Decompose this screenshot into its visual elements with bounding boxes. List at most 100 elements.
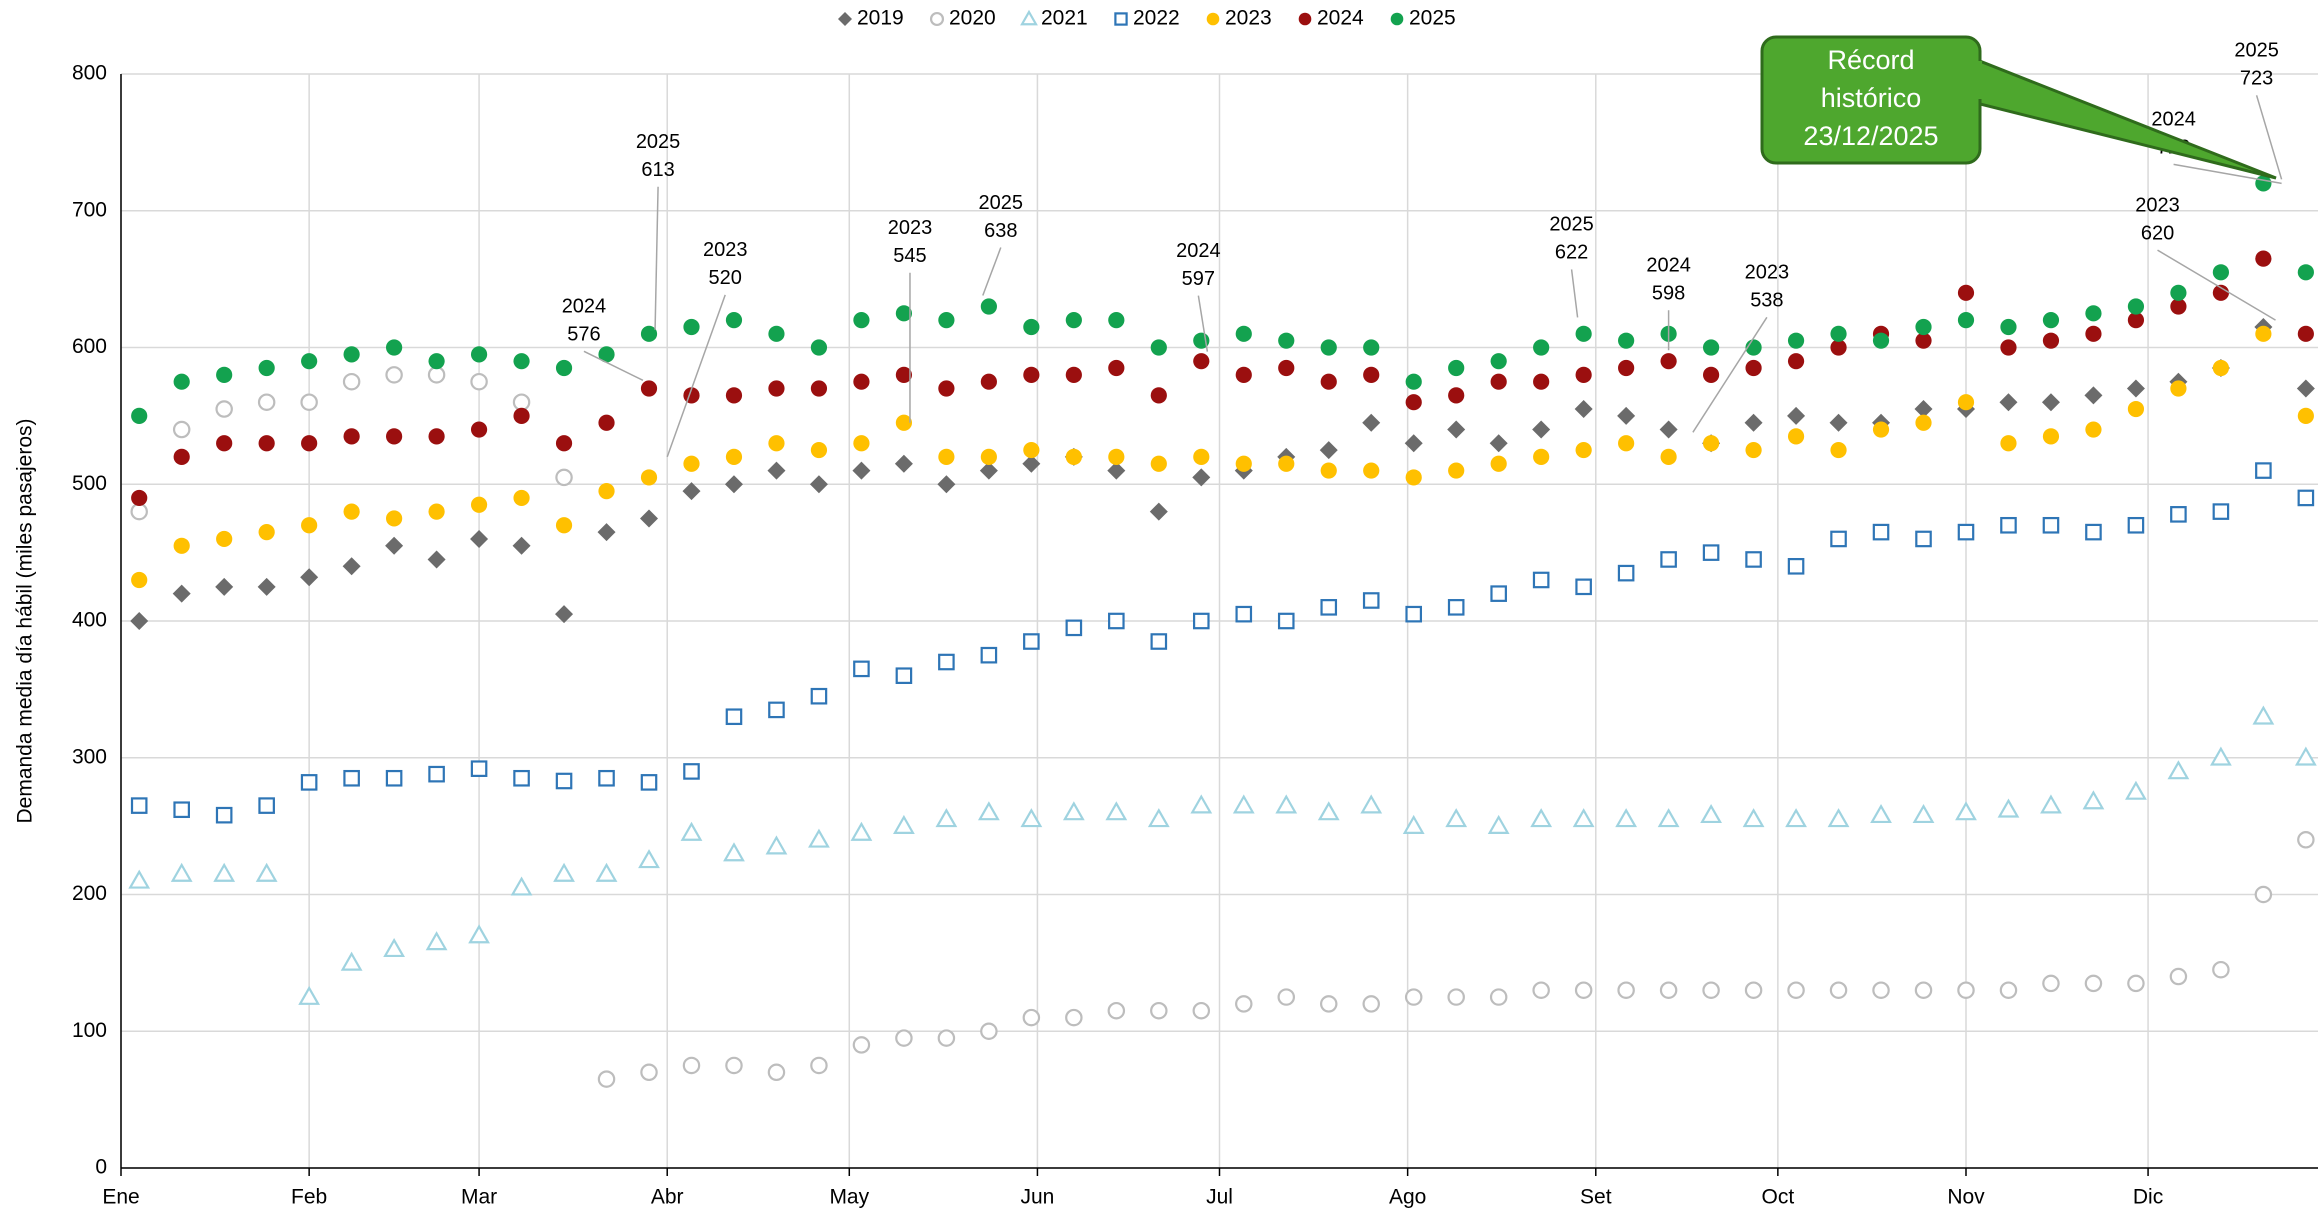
point xyxy=(216,366,233,383)
point xyxy=(853,373,870,390)
annotation-value: 598 xyxy=(1652,283,1685,305)
point xyxy=(1235,455,1252,472)
point xyxy=(938,312,955,329)
point xyxy=(1702,435,1720,452)
point xyxy=(2212,359,2229,377)
point xyxy=(1448,387,1465,404)
point xyxy=(850,821,873,841)
point xyxy=(725,1056,743,1075)
point xyxy=(1533,373,1550,390)
x-tick-label: Nov xyxy=(1947,1186,1985,1209)
point xyxy=(1660,448,1677,465)
point xyxy=(1232,794,1255,814)
point xyxy=(512,393,531,411)
annotation-value: 538 xyxy=(1750,290,1783,312)
point xyxy=(1745,551,1762,568)
point xyxy=(1447,599,1465,616)
point xyxy=(1657,808,1680,828)
point xyxy=(1997,798,2020,818)
x-tick-label: Feb xyxy=(291,1186,327,1209)
leader-line xyxy=(583,350,644,381)
point xyxy=(683,763,700,780)
point xyxy=(2084,974,2103,993)
point xyxy=(725,448,743,465)
point xyxy=(1702,981,1720,999)
point xyxy=(1235,995,1253,1013)
point xyxy=(128,869,151,889)
point xyxy=(2170,506,2187,523)
point xyxy=(895,414,913,431)
point xyxy=(1362,413,1381,432)
point xyxy=(428,503,445,520)
point xyxy=(1487,814,1510,834)
grid xyxy=(120,73,2318,1169)
point xyxy=(131,489,148,507)
point xyxy=(853,660,870,678)
point xyxy=(1660,353,1677,370)
point xyxy=(512,536,531,555)
point xyxy=(1575,325,1592,342)
point xyxy=(1957,523,1975,541)
point xyxy=(2170,298,2187,315)
point xyxy=(2167,760,2190,780)
legend-marker xyxy=(929,11,945,27)
point xyxy=(1957,312,1975,329)
point xyxy=(1150,387,1167,404)
point xyxy=(1744,981,1763,999)
leader-line xyxy=(1197,295,1209,352)
y-tick-label: 300 xyxy=(72,745,107,768)
point xyxy=(2042,428,2060,445)
point xyxy=(682,482,701,501)
point xyxy=(1363,462,1380,479)
callout-text: histórico xyxy=(1821,83,1922,113)
point xyxy=(1150,633,1168,650)
point xyxy=(1108,612,1125,630)
point xyxy=(2042,974,2060,993)
point xyxy=(894,454,913,473)
point xyxy=(343,428,360,445)
x-tick-label: Dic xyxy=(2133,1186,2163,1209)
point xyxy=(173,448,190,465)
point xyxy=(258,435,275,452)
point xyxy=(343,503,360,520)
point xyxy=(342,557,361,576)
point xyxy=(979,461,998,480)
point xyxy=(768,435,785,452)
callout-arrow xyxy=(1970,55,2277,180)
point xyxy=(1957,981,1975,999)
legend-item: 2023 xyxy=(1206,7,1272,30)
point xyxy=(2085,325,2102,342)
point xyxy=(1150,1001,1168,1020)
point xyxy=(1065,619,1083,637)
point xyxy=(2297,407,2314,424)
point xyxy=(342,372,361,391)
point xyxy=(1275,794,1298,814)
point xyxy=(1870,803,1892,824)
point xyxy=(1147,808,1170,828)
point xyxy=(343,346,360,363)
point xyxy=(1022,1008,1041,1027)
point xyxy=(1915,318,1932,336)
point xyxy=(1830,530,1847,548)
point xyxy=(383,937,406,958)
point xyxy=(1319,441,1338,460)
point xyxy=(2255,325,2272,342)
point xyxy=(1575,578,1592,596)
point xyxy=(1405,605,1423,623)
point xyxy=(2041,393,2060,412)
point xyxy=(640,509,659,528)
leader-line xyxy=(982,247,1002,296)
point xyxy=(300,568,319,587)
point xyxy=(640,774,658,791)
point xyxy=(853,312,870,329)
point xyxy=(2296,379,2315,398)
point xyxy=(1915,530,1932,548)
leader-line xyxy=(654,186,659,330)
point xyxy=(2212,284,2229,301)
point xyxy=(2042,516,2060,534)
legend-marker xyxy=(1114,12,1128,26)
legend-label: 2020 xyxy=(949,7,996,30)
point xyxy=(2125,780,2147,800)
point xyxy=(1618,435,1635,452)
point xyxy=(1108,359,1125,377)
